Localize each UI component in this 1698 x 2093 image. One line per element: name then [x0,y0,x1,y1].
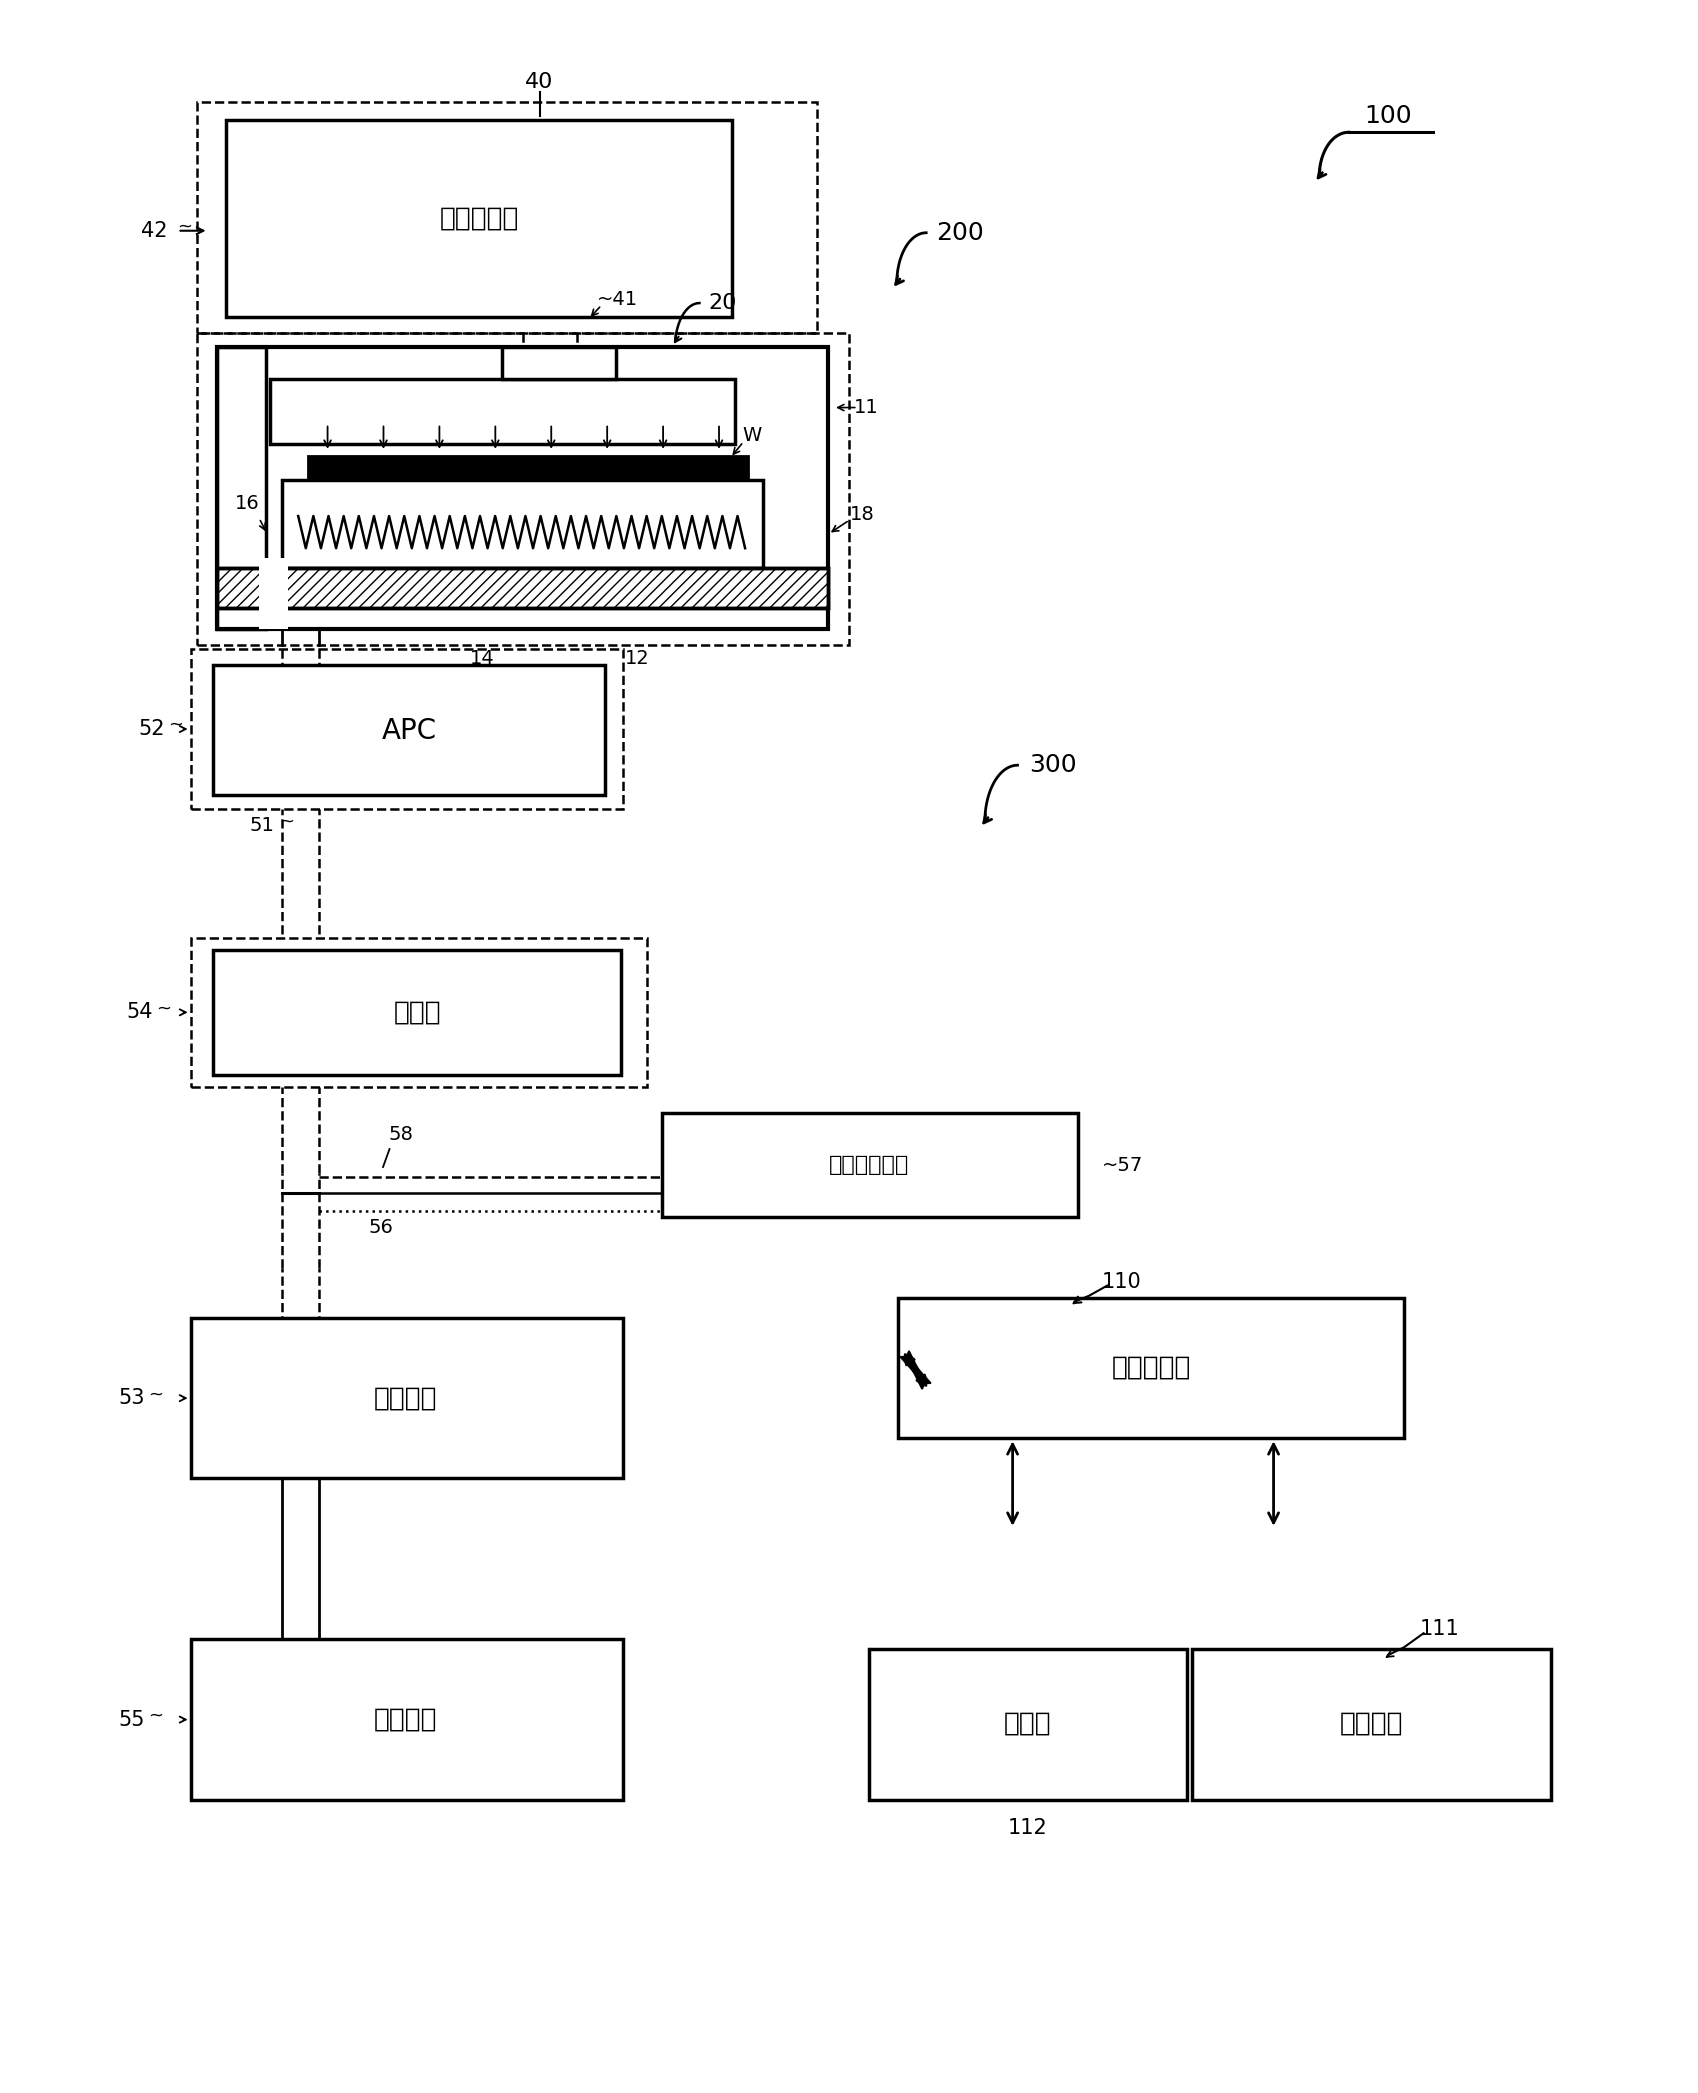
Text: 55: 55 [119,1710,144,1729]
Bar [217,347,265,628]
Bar [197,103,817,333]
Bar [226,119,732,318]
Text: ~41: ~41 [598,289,638,308]
Bar [217,569,829,609]
Bar [190,1639,623,1800]
Text: 气体供给部: 气体供给部 [440,205,518,232]
Text: 真空泵: 真空泵 [394,998,441,1026]
Text: 111: 111 [1420,1620,1459,1639]
Text: 100: 100 [1363,105,1411,128]
Text: 12: 12 [625,649,649,668]
Text: 11: 11 [852,398,878,417]
Text: ~: ~ [278,812,294,831]
Bar [214,666,604,795]
Bar [214,950,621,1074]
Bar [270,379,735,444]
Bar [190,938,647,1086]
Text: 200: 200 [936,220,983,245]
Text: 51: 51 [250,816,275,835]
Text: 58: 58 [389,1126,413,1145]
Bar [307,456,747,479]
Text: 110: 110 [1102,1273,1141,1291]
Text: 40: 40 [525,71,554,92]
Bar [869,1649,1187,1800]
Text: 16: 16 [234,494,260,513]
Bar [217,569,829,609]
Text: 54: 54 [127,1003,153,1021]
Bar [190,1319,623,1478]
Bar [662,1113,1077,1218]
Text: 300: 300 [1029,753,1077,777]
Text: 氧化剂供给部: 氧化剂供给部 [829,1155,908,1174]
Text: 52: 52 [138,720,165,739]
Bar [258,559,289,628]
Text: ~: ~ [148,1386,163,1402]
Text: W: W [742,427,761,446]
Text: ~57: ~57 [1102,1155,1143,1174]
Text: ~: ~ [156,998,171,1017]
Bar [217,347,829,628]
Text: 112: 112 [1007,1819,1046,1838]
Bar [197,333,849,645]
Text: ~: ~ [168,716,183,735]
Text: 存储部: 存储部 [1004,1710,1051,1737]
Text: 18: 18 [849,504,874,523]
Text: 20: 20 [708,293,735,314]
Bar [217,347,265,628]
Bar [190,649,623,810]
Text: ~: ~ [148,1706,163,1725]
Bar [1192,1649,1550,1800]
Bar [898,1298,1403,1438]
Text: 过程控制器: 过程控制器 [1110,1354,1190,1381]
Text: 14: 14 [470,649,494,668]
Text: 56: 56 [368,1218,394,1237]
Bar [503,347,616,379]
Text: 用户界面: 用户界面 [1340,1710,1403,1737]
Text: 捕集机构: 捕集机构 [374,1386,438,1411]
Text: APC: APC [382,718,436,745]
Text: ~: ~ [177,218,192,237]
Text: 除害装置: 除害装置 [374,1706,438,1733]
Text: 42: 42 [141,220,168,241]
Text: 53: 53 [119,1388,144,1409]
Bar [282,479,762,569]
